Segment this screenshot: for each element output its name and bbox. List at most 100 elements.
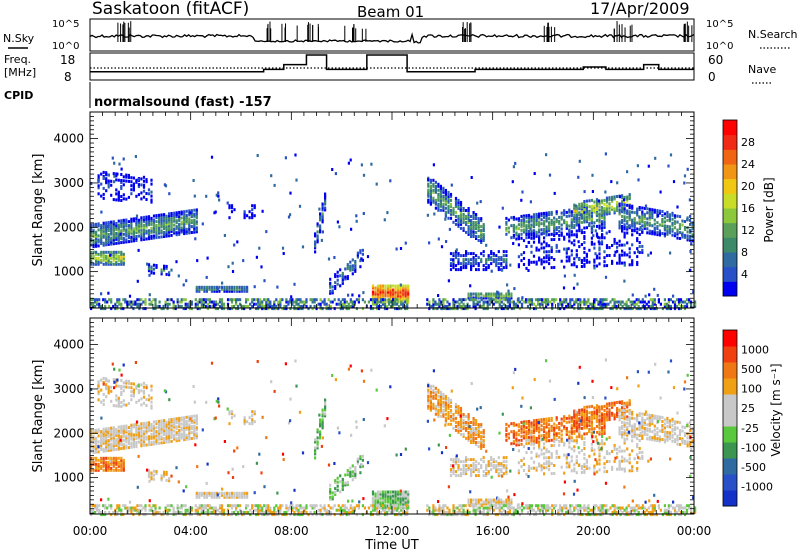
power-cell: [598, 262, 601, 266]
velocity-cell: [100, 458, 103, 462]
velocity-cell: [462, 434, 465, 438]
power-cell: [104, 298, 107, 302]
power-cell: [215, 289, 218, 293]
power-cell: [465, 264, 468, 268]
velocity-cell: [475, 421, 478, 424]
power-cell: [406, 302, 409, 306]
velocity-cell: [439, 398, 442, 402]
velocity-cell: [213, 493, 216, 497]
power-cell: [316, 234, 319, 238]
power-cell: [334, 172, 337, 176]
power-cell: [454, 214, 458, 218]
power-cell: [196, 302, 199, 306]
velocity-cell: [135, 427, 138, 430]
power-cell: [107, 254, 110, 258]
power-cell: [485, 260, 488, 264]
power-cell: [200, 298, 203, 302]
power-cell: [294, 153, 297, 157]
power-cell: [396, 298, 399, 302]
power-cell: [112, 238, 115, 242]
velocity-cell: [497, 474, 500, 478]
velocity-cell: [321, 424, 324, 428]
power-cell: [631, 222, 634, 226]
velocity-cell: [510, 502, 513, 506]
velocity-cell: [502, 466, 505, 470]
power-cell: [350, 227, 353, 231]
power-cell: [450, 307, 453, 311]
velocity-cell: [125, 430, 128, 434]
power-cell: [188, 225, 191, 229]
power-cell: [140, 197, 143, 201]
power-cell: [188, 302, 191, 306]
power-cell: [603, 198, 606, 202]
velocity-cell: [442, 412, 445, 416]
power-cell: [361, 307, 364, 311]
power-cell: [429, 180, 432, 184]
power-cell: [381, 292, 385, 296]
velocity-cell: [105, 449, 108, 453]
velocity-cell: [122, 462, 125, 466]
power-cell: [102, 252, 105, 256]
power-cell: [635, 307, 638, 311]
power-cell: [107, 260, 110, 264]
power-cell: [160, 307, 163, 311]
power-cell: [255, 255, 258, 259]
velocity-cell: [487, 462, 490, 466]
power-cell: [196, 304, 199, 308]
power-cell: [573, 207, 576, 211]
velocity-cell: [462, 418, 465, 422]
power-cell: [563, 219, 566, 223]
power-cell: [580, 261, 583, 264]
power-cell: [105, 171, 108, 175]
power-cell: [487, 258, 490, 262]
power-cell: [432, 190, 435, 194]
power-cell: [550, 212, 553, 216]
power-cell: [462, 304, 465, 308]
power-cell: [486, 307, 489, 311]
velocity-cell: [145, 398, 148, 401]
power-cell: [165, 220, 168, 224]
power-cell: [107, 237, 110, 240]
power-cell: [404, 241, 407, 245]
power-cell: [598, 242, 601, 246]
power-cell: [597, 240, 600, 244]
power-cell: [532, 233, 536, 237]
power-cell: [530, 298, 534, 302]
velocity-cell: [482, 460, 485, 464]
power-cell: [618, 220, 621, 224]
power-cell: [543, 227, 546, 231]
power-cell: [218, 298, 222, 302]
power-cell: [113, 174, 116, 178]
power-cell: [375, 302, 379, 306]
power-cell: [452, 302, 455, 306]
power-cell: [127, 236, 130, 240]
velocity-cell: [532, 427, 536, 431]
power-cell: [563, 274, 566, 278]
velocity-cell: [198, 491, 201, 495]
power-cell: [563, 235, 566, 239]
velocity-cell: [233, 491, 236, 495]
velocity-cell: [155, 430, 158, 434]
power-cell: [637, 178, 640, 182]
power-cell: [400, 300, 403, 304]
power-cell: [485, 296, 488, 300]
power-cell: [524, 300, 528, 304]
velocity-cell: [457, 464, 460, 468]
power-cell: [117, 254, 120, 258]
power-cell: [439, 194, 442, 198]
power-cell: [336, 274, 339, 278]
power-cell: [569, 298, 572, 302]
power-cell: [658, 233, 661, 237]
beam-title: Beam 01: [357, 3, 424, 21]
power-cell: [638, 241, 641, 244]
velocity-cell: [439, 408, 442, 412]
power-cell: [583, 214, 586, 217]
power-cell: [140, 224, 143, 228]
power-cell: [434, 300, 437, 304]
velocity-cell: [185, 435, 188, 439]
velocity-cell: [102, 435, 105, 439]
power-cell: [638, 251, 641, 254]
power-cell: [400, 302, 403, 306]
power-cell: [537, 300, 540, 304]
power-cell: [345, 307, 348, 311]
